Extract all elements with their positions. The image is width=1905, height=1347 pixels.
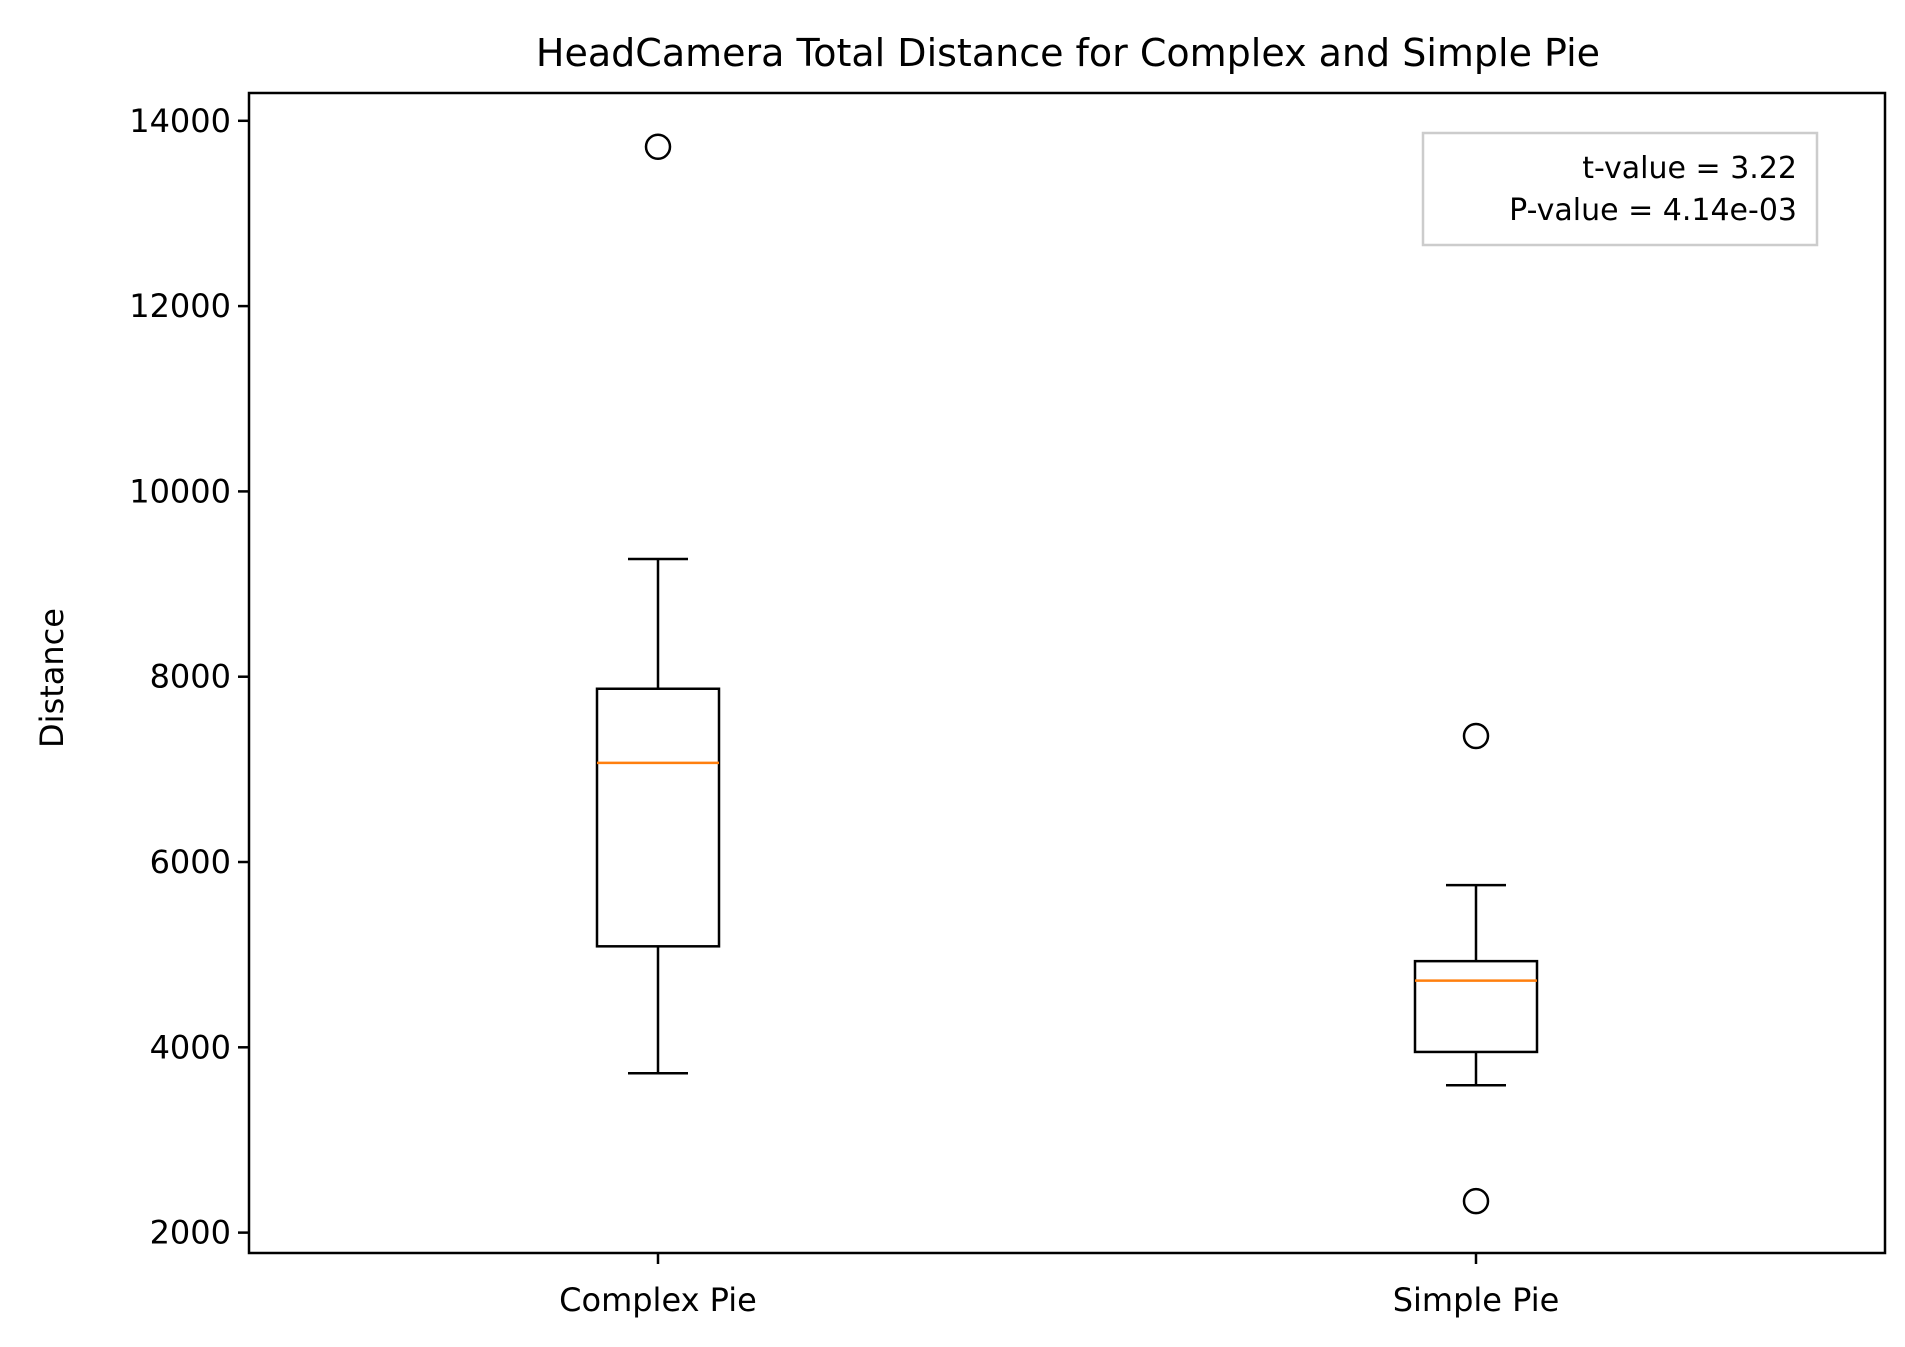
outlier-point: [644, 133, 672, 160]
outlier-point: [1462, 722, 1490, 750]
y-tick-label: 12000: [129, 287, 231, 325]
box-plot: [595, 133, 721, 1075]
iqr-box: [1413, 959, 1539, 1054]
box-plots: [595, 133, 1539, 1215]
stats-annotation-box: [1421, 131, 1819, 247]
p-value-text: P-value = 4.14e-03: [1509, 193, 1797, 228]
outlier-point: [1462, 1187, 1490, 1215]
y-axis-label: Distance: [33, 608, 71, 748]
x-tick-label: Simple Pie: [1393, 1281, 1560, 1319]
chart-title: HeadCamera Total Distance for Complex an…: [536, 31, 1600, 75]
plot-frame: [247, 91, 1887, 1255]
iqr-box: [595, 687, 721, 948]
x-axis: Complex Pie Simple Pie: [559, 1253, 1559, 1319]
y-tick-label: 14000: [129, 102, 231, 140]
y-tick-label: 2000: [150, 1214, 231, 1252]
y-tick-label: 6000: [150, 843, 231, 881]
y-axis: 2000 4000 6000 8000 10000 12000 14000: [129, 102, 249, 1252]
y-tick-label: 4000: [150, 1028, 231, 1066]
box-plot: [1413, 722, 1539, 1215]
plot-area: [247, 91, 1887, 1255]
x-tick-label: Complex Pie: [559, 1281, 757, 1319]
y-tick-label: 10000: [129, 472, 231, 510]
stats-annotation: t-value = 3.22 P-value = 4.14e-03: [1421, 131, 1819, 247]
t-value-text: t-value = 3.22: [1582, 151, 1797, 186]
y-tick-label: 8000: [150, 658, 231, 696]
